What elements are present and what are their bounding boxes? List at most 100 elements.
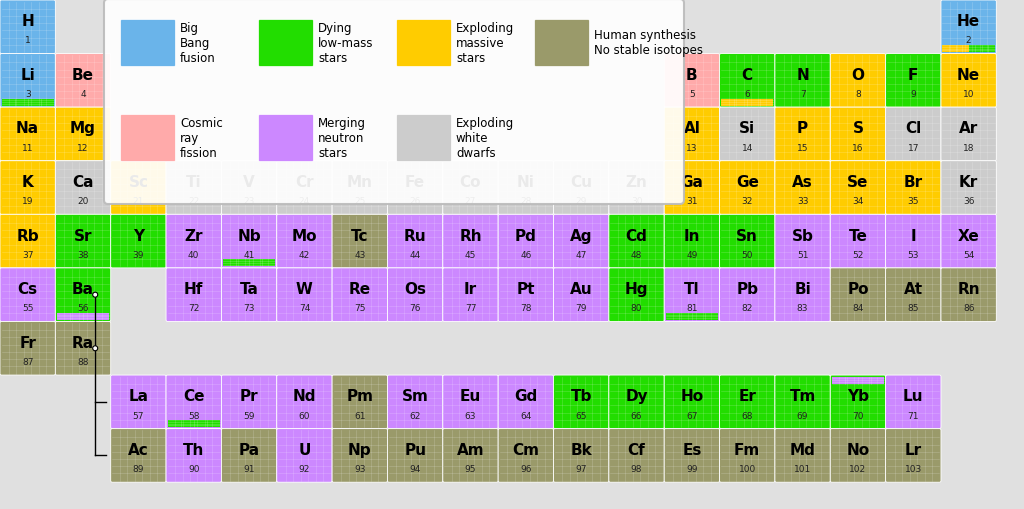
FancyBboxPatch shape [442,161,498,214]
Bar [721,99,773,106]
FancyBboxPatch shape [104,0,684,204]
Text: 102: 102 [849,465,866,474]
FancyBboxPatch shape [442,375,498,429]
Text: Kr: Kr [959,175,978,190]
Text: 96: 96 [520,465,531,474]
FancyBboxPatch shape [498,375,554,429]
Text: Cf: Cf [628,443,645,458]
FancyBboxPatch shape [830,268,886,322]
FancyBboxPatch shape [221,161,276,214]
FancyBboxPatch shape [665,268,720,322]
Text: Gd: Gd [514,389,538,404]
Text: 49: 49 [686,251,697,260]
FancyBboxPatch shape [387,161,442,214]
Text: 25: 25 [354,197,366,206]
FancyBboxPatch shape [276,214,332,268]
Bar [942,45,969,52]
Text: Cu: Cu [570,175,592,190]
FancyBboxPatch shape [665,429,720,482]
Text: Human synthesis
No stable isotopes: Human synthesis No stable isotopes [594,29,703,57]
Text: 55: 55 [22,304,34,314]
FancyBboxPatch shape [221,375,276,429]
FancyBboxPatch shape [0,107,55,161]
Text: 77: 77 [465,304,476,314]
FancyBboxPatch shape [166,375,221,429]
FancyBboxPatch shape [0,268,55,322]
Text: H: H [22,14,34,29]
FancyBboxPatch shape [665,375,720,429]
FancyBboxPatch shape [665,53,720,107]
Text: 58: 58 [188,411,200,420]
FancyBboxPatch shape [442,214,498,268]
Text: Pr: Pr [240,389,258,404]
FancyBboxPatch shape [830,375,886,429]
Text: 94: 94 [410,465,421,474]
Text: Zn: Zn [626,175,647,190]
FancyBboxPatch shape [166,214,221,268]
Text: Big
Bang
fusion: Big Bang fusion [180,21,216,65]
FancyBboxPatch shape [387,268,442,322]
FancyBboxPatch shape [111,429,166,482]
Text: 38: 38 [77,251,89,260]
Text: F: F [908,68,919,83]
FancyBboxPatch shape [166,268,221,322]
Text: Rb: Rb [16,229,39,243]
FancyBboxPatch shape [665,161,720,214]
Text: U: U [298,443,310,458]
Text: 30: 30 [631,197,642,206]
FancyBboxPatch shape [442,268,498,322]
Text: 34: 34 [852,197,863,206]
Text: Fm: Fm [734,443,761,458]
FancyBboxPatch shape [111,214,166,268]
Text: Cs: Cs [17,282,38,297]
FancyBboxPatch shape [720,268,775,322]
Text: 26: 26 [410,197,421,206]
FancyBboxPatch shape [720,214,775,268]
FancyBboxPatch shape [886,161,941,214]
FancyBboxPatch shape [775,268,830,322]
FancyBboxPatch shape [276,268,332,322]
FancyBboxPatch shape [387,214,442,268]
FancyBboxPatch shape [720,429,775,482]
Text: C: C [741,68,753,83]
FancyBboxPatch shape [387,429,442,482]
Text: B: B [686,68,697,83]
Text: 11: 11 [22,144,34,153]
Text: 17: 17 [907,144,920,153]
Text: Hf: Hf [184,282,204,297]
Text: Eu: Eu [460,389,481,404]
FancyBboxPatch shape [775,161,830,214]
Text: Th: Th [183,443,205,458]
Text: Merging
neutron
stars: Merging neutron stars [318,117,366,159]
Text: 29: 29 [575,197,587,206]
Text: 48: 48 [631,251,642,260]
Text: Al: Al [683,121,700,136]
Text: 52: 52 [852,251,863,260]
FancyBboxPatch shape [886,107,941,161]
Text: 60: 60 [299,411,310,420]
FancyBboxPatch shape [0,53,55,107]
FancyBboxPatch shape [554,268,609,322]
Text: 103: 103 [904,465,922,474]
Text: 69: 69 [797,411,808,420]
FancyBboxPatch shape [941,53,996,107]
Text: Ge: Ge [736,175,759,190]
FancyBboxPatch shape [55,107,111,161]
Text: Exploding
white
dwarfs: Exploding white dwarfs [456,117,514,159]
Text: V: V [244,175,255,190]
FancyBboxPatch shape [498,161,554,214]
FancyBboxPatch shape [498,268,554,322]
Text: 39: 39 [133,251,144,260]
FancyBboxPatch shape [166,161,221,214]
Text: 24: 24 [299,197,310,206]
FancyBboxPatch shape [775,53,830,107]
Text: Cl: Cl [905,121,922,136]
Bar [57,313,110,320]
FancyBboxPatch shape [55,161,111,214]
FancyBboxPatch shape [55,268,111,322]
Text: 81: 81 [686,304,697,314]
Text: Ho: Ho [680,389,703,404]
FancyBboxPatch shape [332,214,387,268]
Circle shape [93,346,97,351]
FancyBboxPatch shape [332,161,387,214]
